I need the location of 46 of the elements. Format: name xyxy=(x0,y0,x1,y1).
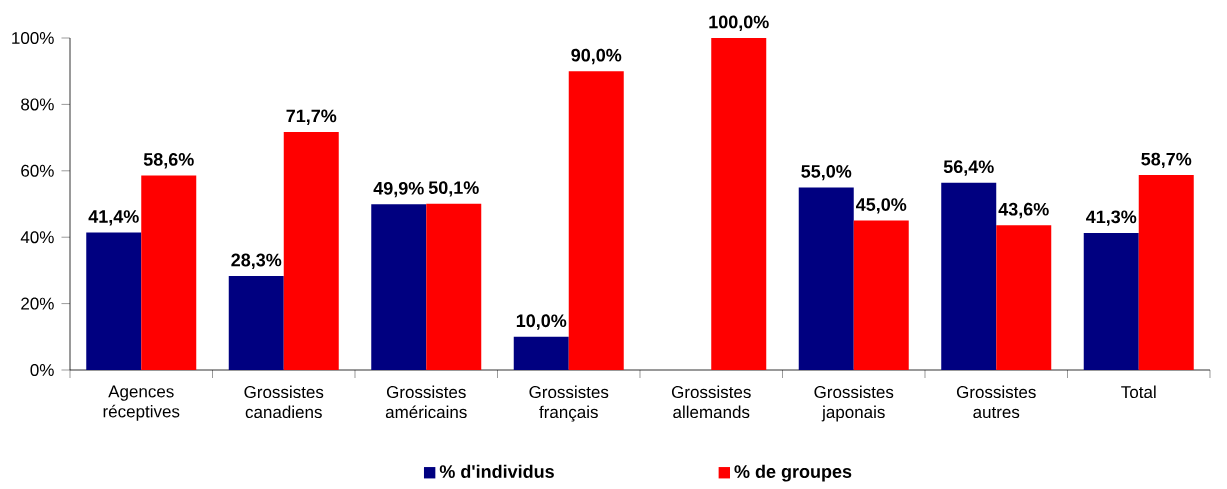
bar xyxy=(568,71,624,370)
x-tick-label: Agences réceptives xyxy=(103,385,180,421)
x-tick-label: Grossistes autres xyxy=(956,385,1036,419)
bar xyxy=(711,38,767,370)
x-tick-label: Grossistes français xyxy=(529,385,609,422)
y-tick-label: 0% xyxy=(30,364,54,377)
bar xyxy=(228,276,284,370)
bar xyxy=(141,175,197,370)
legend-label: % d'individus xyxy=(439,464,554,478)
bar xyxy=(996,225,1052,370)
x-tick-label: Grossistes japonais xyxy=(814,385,894,422)
data-label: 50,1% xyxy=(428,181,479,197)
y-tick-label: 60% xyxy=(21,164,54,177)
bar xyxy=(941,182,997,370)
bar xyxy=(1138,175,1194,370)
data-label: 55,0% xyxy=(801,164,852,181)
bar xyxy=(513,336,569,370)
bar xyxy=(853,220,909,370)
data-label: 41,3% xyxy=(1086,210,1137,226)
y-tick-label: 40% xyxy=(20,231,54,244)
x-tick-label: Grossistes allemands xyxy=(671,385,751,419)
x-tick-label: Total xyxy=(1121,385,1156,399)
bar xyxy=(426,203,482,370)
data-label: 43,6% xyxy=(998,202,1049,219)
data-label: 56,4% xyxy=(943,160,994,176)
x-tick-label: Grossistes canadiens xyxy=(244,385,324,419)
bar xyxy=(86,232,142,370)
bar xyxy=(371,204,427,370)
data-label: 10,0% xyxy=(516,314,567,330)
data-label: 90,0% xyxy=(571,48,622,65)
y-tick-label: 80% xyxy=(21,98,54,111)
bar xyxy=(1083,232,1139,370)
data-label: 71,7% xyxy=(286,109,337,125)
data-label: 45,0% xyxy=(856,198,907,214)
legend-label: % de groupes xyxy=(734,464,852,482)
data-label: 41,4% xyxy=(88,210,139,226)
y-tick-label: 100% xyxy=(12,32,54,45)
data-label: 28,3% xyxy=(231,253,282,269)
data-label: 100,0% xyxy=(709,15,769,31)
bar xyxy=(283,131,339,370)
data-label: 58,7% xyxy=(1141,152,1192,169)
bar xyxy=(798,187,854,370)
data-label: 49,9% xyxy=(373,181,424,198)
x-tick-label: Grossistes américains xyxy=(385,385,467,419)
y-tick-label: 20% xyxy=(21,297,54,310)
data-label: 58,6% xyxy=(143,153,194,169)
